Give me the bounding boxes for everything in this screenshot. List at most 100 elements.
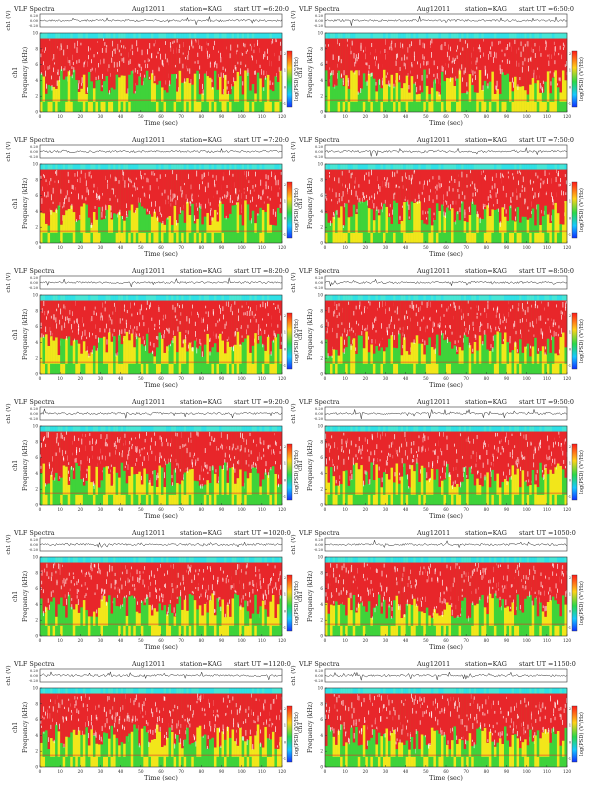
spectrogram-speckle	[190, 201, 192, 207]
spectrogram-speckle	[161, 335, 162, 339]
spectrogram-cell	[60, 101, 63, 112]
spectrogram-speckle	[475, 335, 477, 340]
spectrogram-cell	[67, 38, 71, 72]
spectrogram-cell	[198, 169, 202, 207]
spectrogram-cell	[413, 101, 416, 112]
spectrogram-cell	[67, 164, 71, 170]
spectrogram-cell	[529, 217, 532, 233]
spectrogram-speckle	[540, 53, 542, 57]
spectrogram-speckle	[543, 210, 545, 215]
spectrogram-cell	[203, 295, 207, 301]
spectrogram-speckle	[370, 72, 372, 77]
spectrogram-speckle	[338, 303, 340, 307]
spectrogram-speckle	[379, 78, 380, 85]
spectrogram-cell	[150, 352, 154, 364]
spectrogram-cell	[564, 300, 568, 348]
spectrogram-speckle	[181, 190, 183, 195]
spectrogram-speckle	[51, 471, 53, 477]
spectrogram-cell	[168, 300, 172, 345]
spectrogram-speckle	[518, 302, 520, 307]
spectrogram-cell	[115, 494, 119, 505]
spectrogram-cell	[236, 478, 240, 495]
spectrogram-speckle	[197, 311, 198, 315]
spectrogram-speckle	[117, 198, 119, 203]
spectrogram-speckle	[527, 301, 529, 305]
spectrogram-cell	[498, 93, 502, 102]
spectrogram-cell	[375, 345, 379, 364]
spectrogram-cell	[50, 426, 53, 432]
spectrogram-speckle	[62, 456, 64, 460]
spectrogram-speckle	[411, 62, 413, 67]
spectrogram-speckle	[106, 434, 108, 440]
spectrogram-cell	[481, 38, 485, 90]
spectrogram-cell	[561, 33, 565, 39]
spectrogram-cell	[224, 494, 227, 505]
spectrogram-cell	[229, 300, 232, 347]
spectrogram-cell	[443, 215, 447, 233]
spectrogram-cell	[556, 295, 560, 301]
spectrogram-speckle	[50, 177, 52, 182]
spectrogram-cell	[388, 295, 391, 301]
waveform-trace	[39, 16, 283, 26]
spectrogram-cell	[556, 101, 560, 112]
spectrogram-cell	[161, 338, 164, 364]
spectrogram-speckle	[338, 55, 340, 60]
spectrogram-cell	[249, 90, 252, 102]
spectrogram-speckle	[145, 345, 146, 351]
spectrogram-cell	[496, 38, 500, 90]
spectrogram-speckle	[496, 80, 498, 87]
spectrogram-speckle	[485, 175, 486, 181]
spectrogram-cell	[347, 232, 351, 243]
x-tick-label: 50	[423, 376, 429, 381]
x-axis-label: Time (sec)	[144, 250, 178, 258]
spectrogram-cell	[385, 84, 389, 102]
spectrogram-cell	[355, 295, 358, 301]
spectrogram-speckle	[111, 319, 113, 325]
spectrogram-cell	[531, 346, 535, 364]
spectrogram-speckle	[445, 200, 447, 203]
x-tick-label: 100	[238, 376, 246, 381]
spectrogram-speckle	[152, 470, 154, 475]
y-tick-label: 2	[35, 94, 38, 99]
spectrogram-speckle	[228, 90, 230, 95]
spectrogram-cell	[216, 483, 220, 495]
spectrogram-cell	[551, 169, 555, 210]
spectrogram-cell	[491, 71, 495, 102]
spectrogram-speckle	[488, 54, 490, 60]
spectrogram-cell	[70, 431, 73, 468]
spectrogram-cell	[90, 494, 94, 505]
spectrogram-speckle	[142, 336, 144, 340]
spectrogram-cell	[521, 232, 525, 243]
spectrogram-cell	[375, 169, 379, 210]
spectrogram-speckle	[540, 178, 542, 181]
spectrogram-cell	[246, 72, 250, 102]
spectrogram-speckle	[208, 171, 210, 176]
spectrogram-speckle	[338, 198, 340, 203]
spectrogram-cell	[478, 38, 482, 71]
spectrogram-speckle	[280, 171, 282, 175]
spectrogram-cell	[155, 494, 159, 505]
spectrogram-cell	[559, 363, 563, 374]
spectrogram-cell	[95, 426, 99, 432]
spectrogram-cell	[375, 91, 379, 102]
spectrogram-speckle	[472, 78, 473, 83]
spectrogram-cell	[428, 337, 432, 364]
spectrogram-speckle	[547, 318, 549, 321]
spectrogram-cell	[208, 101, 212, 112]
spectrogram-cell	[251, 345, 255, 364]
spectrogram-speckle	[47, 191, 49, 198]
spectrogram-speckle	[74, 458, 76, 463]
spectrogram-speckle	[198, 202, 200, 208]
spectrogram-speckle	[84, 61, 85, 65]
spectrogram-cell	[451, 164, 454, 170]
spectrogram-cell	[103, 336, 106, 364]
spectrogram-cell	[183, 232, 187, 243]
spectrogram-speckle	[471, 181, 473, 185]
spectrogram-cell	[266, 38, 270, 75]
spectrogram-speckle	[387, 72, 389, 75]
spectrogram-speckle	[178, 87, 179, 92]
spectrogram-speckle	[136, 333, 138, 340]
spectrogram-cell	[60, 426, 63, 432]
spectrogram-speckle	[449, 325, 451, 329]
spectrogram-cell	[451, 208, 454, 233]
